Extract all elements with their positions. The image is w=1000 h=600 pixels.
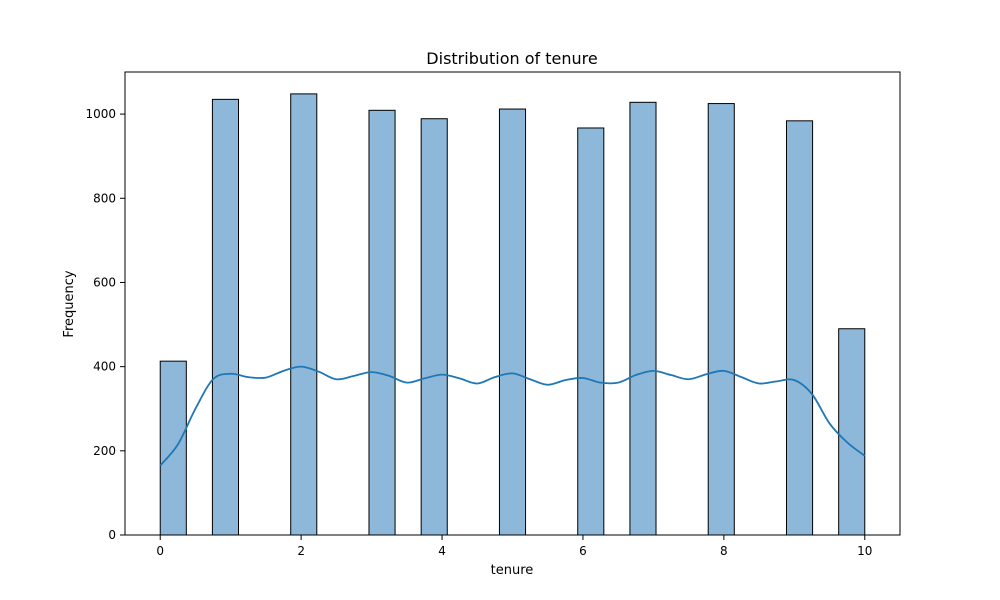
histogram-bar <box>498 108 527 536</box>
y-tick-label: 400 <box>93 360 116 374</box>
histogram-bar <box>785 120 814 536</box>
histogram-bar <box>159 360 187 536</box>
plot-frame <box>124 71 901 536</box>
histogram-bar <box>211 98 240 536</box>
ticks-layer: 0 2 4 6 8 10 0 200 400 600 800 1000 <box>85 107 872 558</box>
chart-title: Distribution of tenure <box>426 49 597 68</box>
axes-layer <box>124 71 901 536</box>
y-axis-label: Frequency <box>62 270 77 337</box>
x-tick-label: 4 <box>438 544 446 558</box>
bars-layer <box>159 93 866 536</box>
x-tick-label: 8 <box>720 544 728 558</box>
histogram-bar <box>368 109 396 536</box>
kde-curve <box>159 365 866 467</box>
y-tick-label: 0 <box>108 528 116 542</box>
histogram-bar <box>290 93 318 536</box>
y-tick-label: 200 <box>93 444 116 458</box>
histogram-bar <box>420 118 448 536</box>
x-tick-label: 2 <box>297 544 305 558</box>
histogram-bar <box>577 127 605 536</box>
kde-layer <box>159 365 866 467</box>
y-tick-label: 800 <box>93 191 116 205</box>
x-tick-label: 0 <box>156 544 164 558</box>
x-tick-label: 6 <box>579 544 587 558</box>
y-tick-label: 600 <box>93 275 116 289</box>
histogram-bar <box>707 103 735 536</box>
x-tick-label: 10 <box>857 544 872 558</box>
x-axis-label: tenure <box>491 563 534 578</box>
histogram-bar <box>838 328 866 536</box>
y-tick-label: 1000 <box>85 107 116 121</box>
histogram-bar <box>629 101 657 536</box>
